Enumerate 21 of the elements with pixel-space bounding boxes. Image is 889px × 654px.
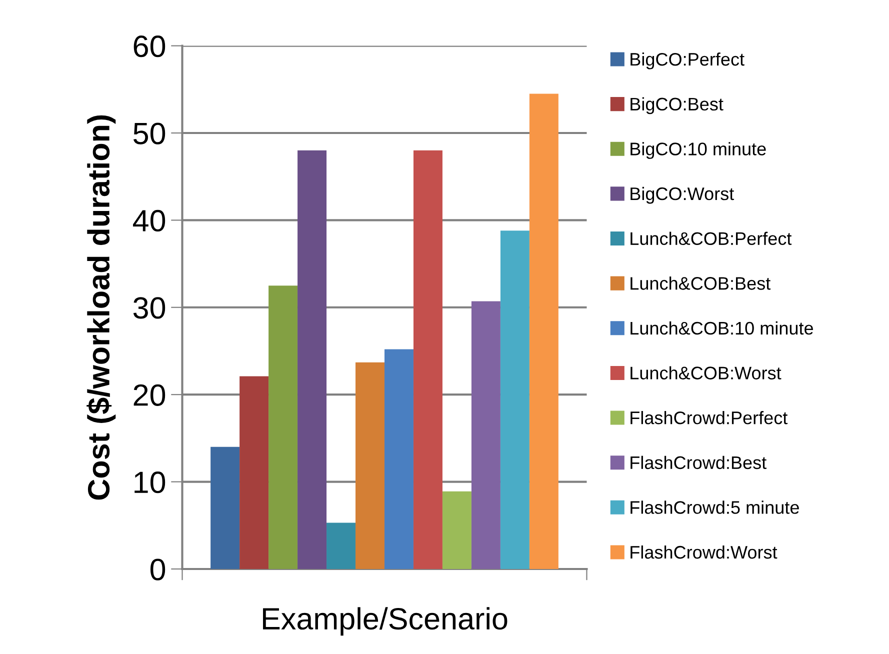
legend-label: FlashCrowd:Perfect <box>630 411 788 424</box>
y-tick-label: 40 <box>132 210 166 232</box>
legend-label: BigCO:Best <box>630 97 724 114</box>
y-tick-label: 10 <box>134 472 166 494</box>
y-tick-label: 20 <box>134 384 166 406</box>
legend-label: FlashCrowd:Worst <box>630 545 778 559</box>
legend-label: BigCO:10 minute <box>630 142 766 159</box>
x-axis-title: Example/Scenario <box>263 607 508 636</box>
y-tick-label: 60 <box>134 36 166 58</box>
legend-label: FlashCrowd:5 minute <box>630 500 799 514</box>
y-tick-label: 50 <box>134 122 166 144</box>
y-axis-title: Cost ($/workload duration) <box>86 115 116 500</box>
legend-label: FlashCrowd:Best <box>630 456 766 470</box>
legend-label: Lunch&COB:Worst <box>630 366 782 380</box>
legend-label: Lunch&COB:10 minute <box>630 321 814 335</box>
y-tick-label: 30 <box>133 297 166 319</box>
legend-label: BigCO:Worst <box>630 186 734 204</box>
y-tick-label: 0 <box>150 558 166 580</box>
legend-label: Lunch&COB:Perfect <box>630 232 792 245</box>
legend-label: Lunch&COB:Best <box>630 276 771 290</box>
legend-label: BigCO:Perfect <box>630 52 744 70</box>
